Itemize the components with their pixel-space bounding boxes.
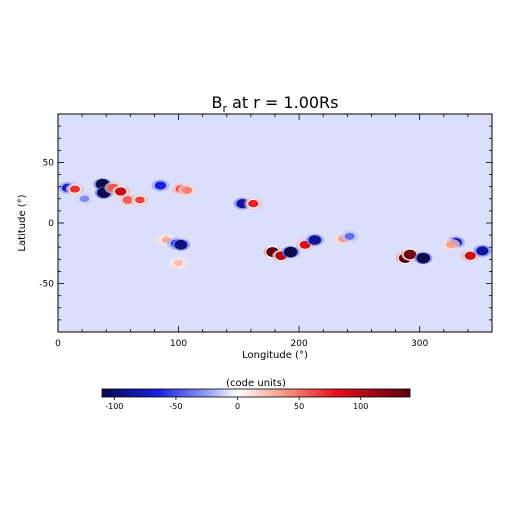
- negative-flux-spot: [476, 246, 489, 256]
- positive-flux-spot: [181, 186, 193, 194]
- chart-title-rest: at r = 1.00Rs: [227, 93, 338, 112]
- positive-flux-spot: [68, 184, 82, 194]
- positive-flux-spot: [446, 241, 456, 249]
- negative-flux-spot: [79, 195, 90, 203]
- y-tick-label: 50: [43, 158, 55, 168]
- colorbar-tick-label: 0: [235, 402, 240, 411]
- colorbar-ticks: -100 -50 0 50 100: [105, 397, 368, 411]
- colorbar-tick-label: -50: [169, 402, 182, 411]
- chart-title-main: B: [212, 93, 223, 112]
- negative-flux-spot: [416, 252, 431, 264]
- plot-area: [58, 114, 492, 332]
- y-tick-label: 0: [48, 219, 54, 229]
- y-tick-label: -50: [39, 280, 54, 290]
- x-axis-label: Longitude (°): [242, 350, 308, 361]
- negative-flux-spot: [344, 232, 355, 240]
- positive-flux-spot: [113, 186, 128, 197]
- positive-flux-spot: [246, 198, 260, 209]
- positive-flux-spot: [463, 250, 478, 262]
- chart-title: Br at r = 1.00Rs: [212, 93, 339, 115]
- negative-flux-spot: [308, 235, 322, 245]
- x-tick-label: 300: [411, 339, 428, 349]
- x-tick-label: 100: [170, 339, 187, 349]
- colorbar-tick-label: -100: [105, 402, 123, 411]
- y-axis-ticks: -50 0 50: [39, 113, 492, 333]
- colorbar-label: (code units): [226, 378, 286, 389]
- negative-flux-spot: [283, 246, 298, 258]
- positive-flux-spot: [122, 196, 134, 204]
- colorbar-tick-label: 100: [353, 402, 368, 411]
- y-axis-label: Latitude (°): [17, 194, 28, 251]
- flux-features: [58, 178, 492, 269]
- x-axis-ticks: 0 100 200 300: [55, 114, 493, 349]
- negative-flux-spot: [154, 181, 167, 190]
- colorbar: [101, 388, 411, 398]
- x-tick-label: 200: [291, 339, 308, 349]
- plot-background: [58, 114, 492, 332]
- negative-flux-spot: [174, 239, 188, 250]
- positive-flux-spot: [173, 259, 184, 267]
- colorbar-tick-label: 50: [294, 402, 304, 411]
- positive-flux-spot: [133, 195, 147, 205]
- x-tick-label: 0: [55, 339, 61, 349]
- chart-title-sub: r: [222, 102, 227, 115]
